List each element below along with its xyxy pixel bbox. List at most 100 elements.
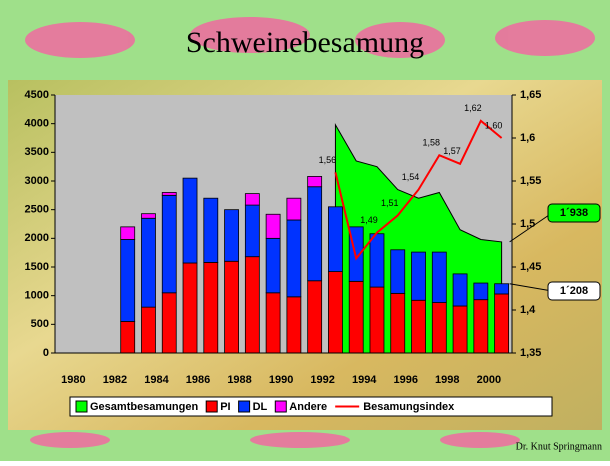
legend-label: Gesamtbesamungen [90, 401, 198, 413]
callout-box [547, 281, 601, 301]
x-tick-label: 1992 [310, 374, 334, 386]
bar [120, 321, 136, 354]
data-label: 1,60 [485, 120, 503, 130]
data-label: 1,49 [360, 215, 378, 225]
legend-swatch [238, 400, 251, 413]
y-tick-label: 1000 [25, 290, 49, 302]
bar [307, 176, 323, 188]
bar [265, 237, 281, 294]
bar [224, 260, 239, 354]
x-tick-label: 1980 [61, 374, 85, 386]
bar [431, 302, 447, 354]
callout-line [509, 283, 553, 292]
x-tick-label: 1998 [435, 374, 459, 386]
data-label: 1,54 [402, 172, 420, 182]
y2-tick-label: 1,6 [520, 132, 535, 144]
callout-box [547, 203, 601, 223]
bar [203, 197, 219, 263]
bar [141, 213, 156, 219]
bar [286, 197, 302, 221]
bar [452, 305, 468, 354]
footer: Dr. Knut Springmann [516, 441, 602, 452]
bar [348, 280, 364, 354]
legend-swatch [274, 400, 287, 413]
line [334, 119, 503, 261]
bar [244, 204, 260, 258]
bar [411, 299, 426, 354]
bar [494, 283, 510, 295]
x-tick-label: 1994 [352, 374, 377, 386]
legend-swatch [75, 400, 88, 413]
x-tick-label: 1986 [186, 374, 210, 386]
y2-tick-label: 1,4 [520, 304, 536, 316]
y2-tick-label: 1,45 [520, 261, 541, 273]
legend-label: Besamungsindex [363, 401, 455, 413]
y-tick-label: 4000 [25, 118, 49, 130]
bar [369, 286, 385, 354]
bar [411, 251, 426, 301]
legend-label: Andere [289, 401, 327, 413]
legend-swatch [205, 400, 218, 413]
y-tick-label: 2000 [25, 232, 49, 244]
bar [307, 280, 323, 354]
bar [182, 177, 198, 264]
callout-text: 1´938 [560, 207, 588, 219]
bar [390, 292, 406, 354]
x-tick-label: 1984 [144, 374, 169, 386]
x-tick-label: 1988 [227, 374, 251, 386]
bar [244, 256, 260, 354]
y2-tick-label: 1,65 [520, 89, 541, 101]
bar [120, 226, 136, 240]
x-tick-label: 1990 [269, 374, 293, 386]
data-label: 1,51 [381, 198, 399, 208]
data-label: 1,56 [319, 155, 337, 165]
bar [161, 194, 177, 294]
bar [494, 293, 510, 354]
y-tick-label: 3000 [25, 175, 49, 187]
bar [473, 299, 489, 354]
bar [286, 296, 302, 354]
y-tick-label: 2500 [25, 204, 49, 216]
data-label: 1,57 [443, 146, 461, 156]
bar [244, 193, 260, 206]
bar [161, 292, 177, 354]
x-tick-label: 2000 [477, 374, 501, 386]
bar [265, 213, 281, 239]
y-tick-label: 1500 [25, 261, 49, 273]
bar [369, 233, 385, 288]
bar [307, 186, 323, 282]
y-tick-label: 4500 [25, 89, 49, 101]
bar [120, 239, 136, 322]
decoration [25, 17, 595, 448]
y2-tick-label: 1,5 [520, 218, 535, 230]
y-tick-label: 3500 [25, 146, 49, 158]
bar [224, 209, 239, 262]
legend-label: PI [220, 401, 230, 413]
bar [141, 306, 156, 354]
bar [473, 282, 489, 301]
y2-tick-label: 1,35 [520, 347, 541, 359]
x-tick-label: 1982 [103, 374, 127, 386]
callout-text: 1´208 [560, 285, 588, 297]
y2-tick-label: 1,55 [520, 175, 541, 187]
y-tick-label: 500 [31, 318, 49, 330]
data-label: 1,58 [423, 138, 441, 148]
bar [286, 219, 302, 298]
bar [328, 206, 343, 272]
bar [141, 217, 156, 308]
bar [390, 249, 406, 294]
x-tick-label: 1996 [394, 374, 418, 386]
bar [203, 262, 219, 354]
bar [182, 262, 198, 354]
chart-title: Schweinebesamung [186, 26, 424, 59]
legend-label: DL [253, 401, 268, 413]
callout-line [509, 212, 553, 243]
y-tick-label: 0 [43, 347, 49, 359]
legend [69, 396, 553, 417]
bar [431, 251, 447, 303]
bar [452, 273, 468, 307]
bar [161, 192, 177, 196]
bar [265, 292, 281, 354]
bar [328, 271, 343, 354]
